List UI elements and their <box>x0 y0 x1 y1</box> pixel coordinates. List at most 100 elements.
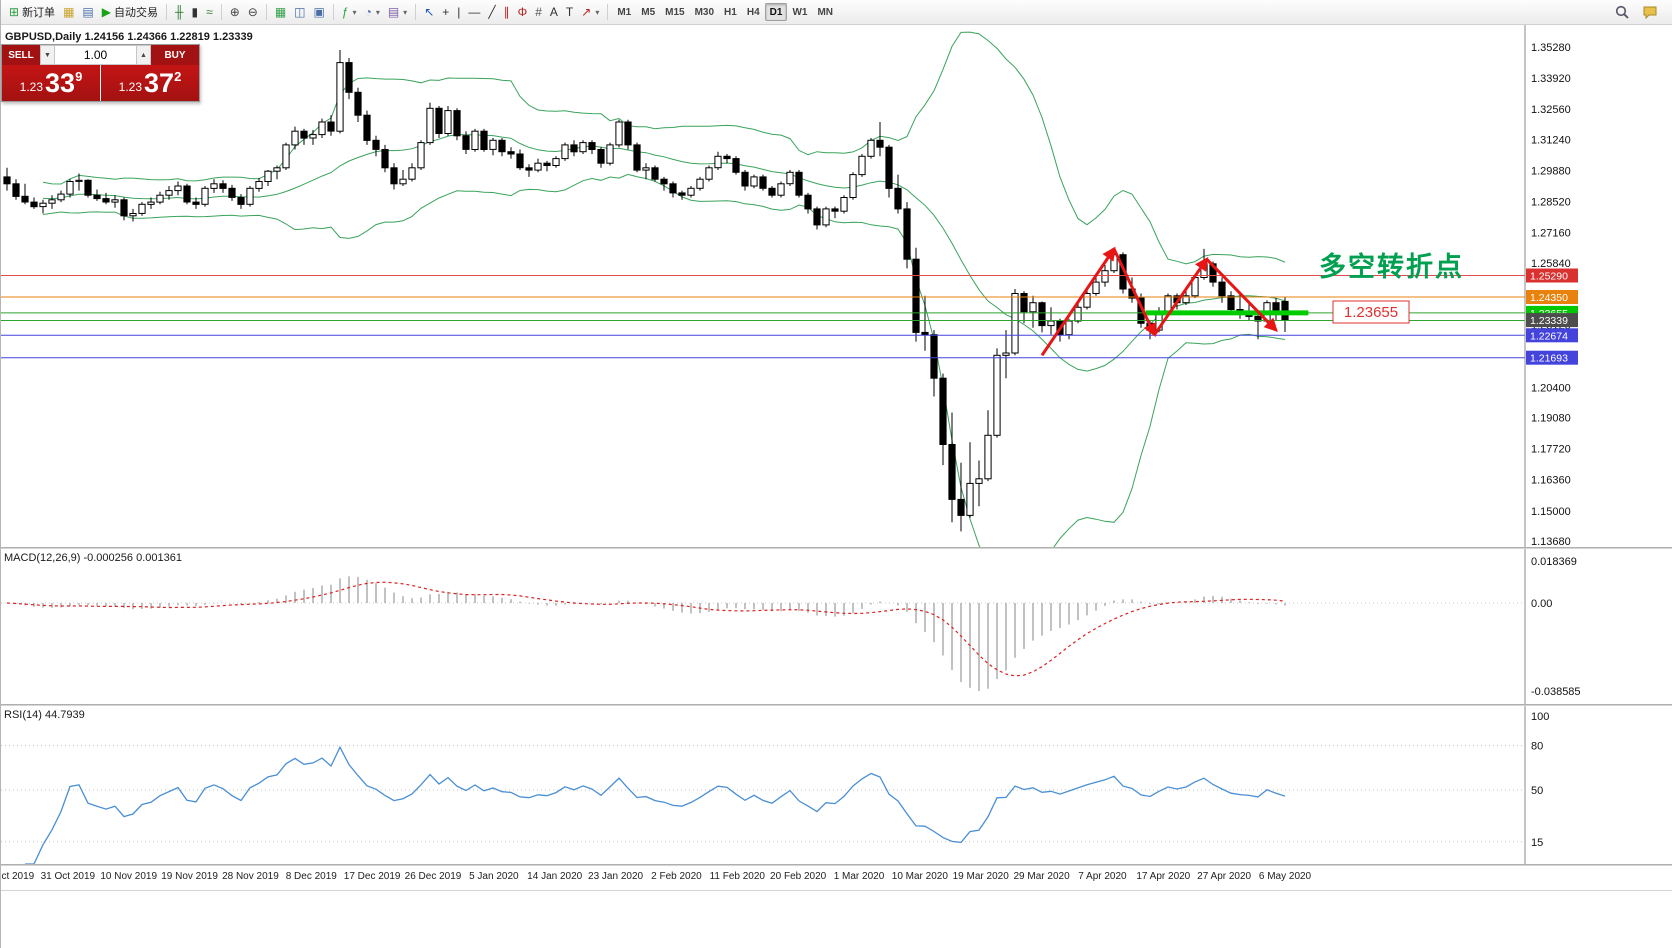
svg-text:1.27160: 1.27160 <box>1531 228 1571 240</box>
time-label: 5 Jan 2020 <box>469 871 519 882</box>
timeframe-m1-button[interactable]: M1 <box>612 3 636 21</box>
sell-button[interactable]: SELL <box>2 45 40 65</box>
profiles-button[interactable]: ▤ <box>78 2 97 22</box>
grid-toggle-button[interactable]: # <box>531 2 546 22</box>
timeframe-h4-button[interactable]: H4 <box>742 3 765 21</box>
timeframe-h1-button[interactable]: H1 <box>719 3 742 21</box>
time-label: 20 Feb 2020 <box>770 871 827 882</box>
panel-splitter[interactable] <box>1 864 1672 866</box>
time-label: 10 Mar 2020 <box>891 871 948 882</box>
time-label: 29 Mar 2020 <box>1013 871 1070 882</box>
zoom-out-button[interactable]: ⊖ <box>244 2 262 22</box>
chat-button[interactable] <box>1638 2 1662 22</box>
annotation-text: 多空转折点 <box>1319 251 1464 282</box>
templates-button[interactable]: ▤ ▾ <box>384 2 411 22</box>
volume-decrease-button[interactable]: ▼ <box>40 45 55 65</box>
rsi-scale[interactable]: 100 80 50 15 <box>1524 706 1549 864</box>
dropdown-caret-icon: ▾ <box>595 7 600 17</box>
vertical-line-button[interactable]: | <box>453 2 464 22</box>
sell-price-sup: 9 <box>75 69 83 84</box>
time-label: 28 Nov 2019 <box>222 871 279 882</box>
time-label: 21 Oct 2019 <box>1 871 35 882</box>
sell-price-big: 33 <box>45 67 76 98</box>
new-order-button[interactable]: ⊞ 新订单 <box>5 2 59 22</box>
cursor-button[interactable]: ↖ <box>420 2 438 22</box>
horizontal-lines <box>1 275 1525 359</box>
time-label: 8 Dec 2019 <box>285 871 337 882</box>
price-scale[interactable]: 1.35280 1.33920 1.32560 1.31240 1.29880 1.285… <box>1524 24 1578 547</box>
charts-button[interactable]: ▦ <box>59 2 78 22</box>
buy-price-big: 37 <box>144 67 175 98</box>
svg-text:1.33920: 1.33920 <box>1531 73 1571 85</box>
indicators-list-button[interactable]: ƒ ▾ <box>338 2 361 22</box>
svg-text:1.25840: 1.25840 <box>1531 258 1571 270</box>
line-chart-mode-button[interactable]: ≈ <box>202 2 217 22</box>
tile-windows-button[interactable]: ◫ <box>290 2 309 22</box>
chart-title: GBPUSD,Daily 1.24156 1.24366 1.22819 1.2… <box>5 31 253 43</box>
dropdown-caret-icon: ▾ <box>403 7 408 17</box>
text-label-icon: T <box>565 5 574 19</box>
macd-signal-line <box>6 581 1286 677</box>
timeframe-m30-button[interactable]: M30 <box>690 3 719 21</box>
buy-button[interactable]: BUY <box>151 45 199 65</box>
candlestick-mode-button[interactable]: ▮ <box>188 2 203 22</box>
timeframe-m5-button[interactable]: M5 <box>636 3 660 21</box>
trendline-button[interactable]: ╱ <box>484 2 499 22</box>
caret-down-icon: ▼ <box>44 51 51 59</box>
profiles-icon: ▤ <box>82 5 94 19</box>
rsi-line <box>25 745 1286 864</box>
svg-text:0.018369: 0.018369 <box>1531 556 1577 568</box>
time-label: 6 May 2020 <box>1258 871 1312 882</box>
template-icon: ▤ <box>387 5 400 19</box>
toolbar-separator <box>415 4 417 20</box>
trade-panel-controls: SELL ▼ ▲ BUY <box>2 45 199 65</box>
search-button[interactable] <box>1610 2 1634 22</box>
svg-text:80: 80 <box>1531 741 1543 753</box>
periods-button[interactable]: ◔ ▾ <box>361 2 384 22</box>
text-label-button[interactable]: T <box>562 2 577 22</box>
time-label: 1 Mar 2020 <box>833 871 885 882</box>
new-order-label: 新订单 <box>22 7 56 19</box>
timeframe-m15-button[interactable]: M15 <box>660 3 689 21</box>
bollinger-upper <box>42 31 1286 265</box>
macd-scale[interactable]: 0.018369 0.00 -0.038585 <box>1524 549 1581 704</box>
timeframe-w1-button[interactable]: W1 <box>787 3 812 21</box>
price-chart[interactable]: 多空转折点 1.23655 1.35280 1.33920 1.32560 1.31240… <box>1 24 1672 547</box>
arrows-tool-button[interactable]: ↗ ▾ <box>577 2 603 22</box>
toolbar-groups: ⊞ 新订单 ▦ ▤ ▶ 自动交易 ╫ ▮ ≈ ⊕ ⊖ ▦ ◫ ▣ ƒ ▾ ◔ ▾ ▤ ▾ ↖ + | — ╱ ∥ Φ # A T ↗ ▾ M1 M… <box>5 2 838 22</box>
auto-trading-button[interactable]: ▶ 自动交易 <box>98 2 162 22</box>
zoom-in-button[interactable]: ⊕ <box>226 2 244 22</box>
panel-splitter[interactable] <box>1 704 1672 706</box>
crosshair-button[interactable]: + <box>438 2 453 22</box>
macd-panel[interactable]: 0.018369 0.00 -0.038585 <box>1 549 1672 704</box>
cascade-windows-button[interactable]: ▣ <box>310 2 329 22</box>
svg-text:1.16360: 1.16360 <box>1531 475 1571 487</box>
svg-text:1.21693: 1.21693 <box>1530 353 1568 365</box>
svg-text:1.23339: 1.23339 <box>1530 315 1568 327</box>
rsi-label: RSI(14) 44.7939 <box>4 709 85 721</box>
equidistant-channel-button[interactable]: ∥ <box>500 2 514 22</box>
timeframe-mn-button[interactable]: MN <box>812 3 838 21</box>
timeframe-d1-button[interactable]: D1 <box>764 3 788 21</box>
volume-increase-button[interactable]: ▲ <box>136 45 151 65</box>
svg-text:1.25290: 1.25290 <box>1530 271 1568 283</box>
text-button[interactable]: A <box>546 2 562 22</box>
bar-chart-mode-button[interactable]: ╫ <box>171 2 188 22</box>
svg-text:1.20400: 1.20400 <box>1531 382 1571 394</box>
dropdown-caret-icon: ▾ <box>352 7 357 17</box>
horizontal-line-button[interactable]: — <box>464 2 484 22</box>
svg-text:-0.038585: -0.038585 <box>1531 686 1581 698</box>
svg-text:1.31240: 1.31240 <box>1531 134 1571 146</box>
indicator-windows-button[interactable]: ▦ <box>271 2 290 22</box>
time-label: 17 Dec 2019 <box>343 871 401 882</box>
fibonacci-button[interactable]: Φ <box>514 2 532 22</box>
buy-price-display[interactable]: 1.23 37 2 <box>100 65 199 101</box>
time-label: 19 Nov 2019 <box>161 871 218 882</box>
rsi-panel[interactable]: 100 80 50 15 <box>1 706 1672 864</box>
toolbar-separator <box>220 4 222 20</box>
volume-input[interactable] <box>55 45 136 65</box>
sell-price-display[interactable]: 1.23 33 9 <box>2 65 100 101</box>
panel-splitter[interactable] <box>1 547 1672 549</box>
